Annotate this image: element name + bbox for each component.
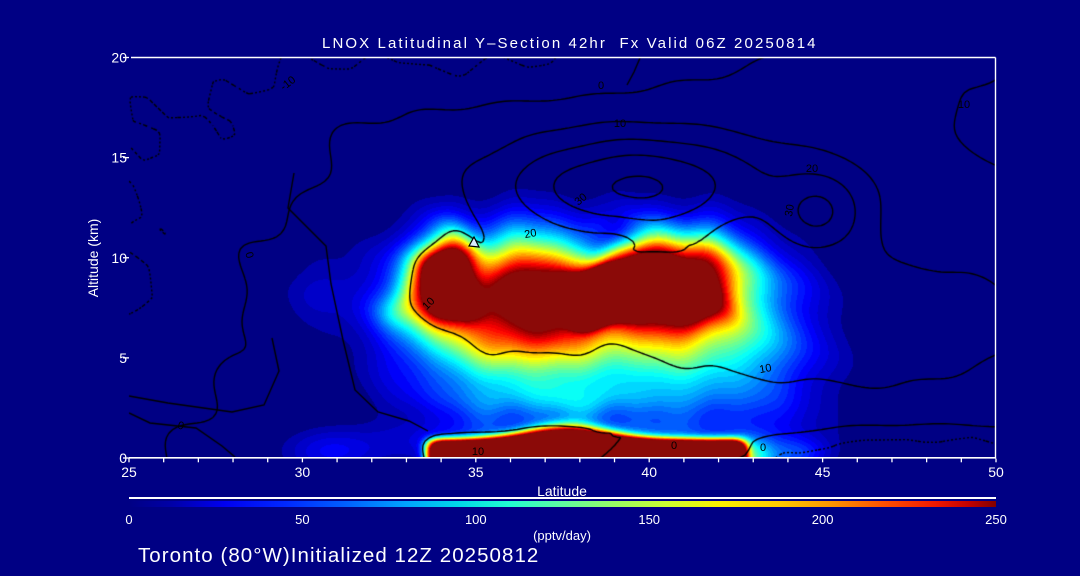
svg-text:0: 0 (119, 450, 127, 466)
svg-text:45: 45 (815, 464, 831, 480)
svg-text:30: 30 (573, 191, 590, 208)
svg-text:20: 20 (111, 50, 127, 66)
svg-text:0: 0 (242, 251, 255, 260)
svg-text:50: 50 (295, 512, 309, 527)
svg-text:30: 30 (295, 464, 311, 480)
svg-text:30: 30 (783, 203, 797, 217)
svg-text:0: 0 (598, 80, 604, 92)
svg-text:0: 0 (760, 442, 766, 454)
svg-text:20: 20 (806, 163, 818, 175)
svg-text:10: 10 (111, 250, 127, 266)
svg-text:150: 150 (638, 512, 660, 527)
svg-text:25: 25 (121, 464, 137, 480)
svg-text:50: 50 (988, 464, 1004, 480)
svg-text:10: 10 (472, 446, 484, 458)
svg-text:35: 35 (468, 464, 484, 480)
svg-text:10: 10 (420, 295, 437, 312)
svg-text:20: 20 (523, 227, 537, 241)
svg-text:10: 10 (958, 99, 970, 111)
svg-text:-10: -10 (278, 74, 298, 93)
svg-text:100: 100 (465, 512, 487, 527)
svg-text:10: 10 (614, 118, 626, 130)
svg-text:250: 250 (985, 512, 1007, 527)
svg-text:0: 0 (125, 512, 132, 527)
svg-text:200: 200 (812, 512, 834, 527)
svg-text:10: 10 (758, 362, 772, 376)
svg-text:40: 40 (641, 464, 657, 480)
svg-text:5: 5 (119, 350, 127, 366)
svg-text:15: 15 (111, 150, 127, 166)
svg-text:0: 0 (176, 420, 185, 433)
svg-text:0: 0 (671, 440, 677, 452)
